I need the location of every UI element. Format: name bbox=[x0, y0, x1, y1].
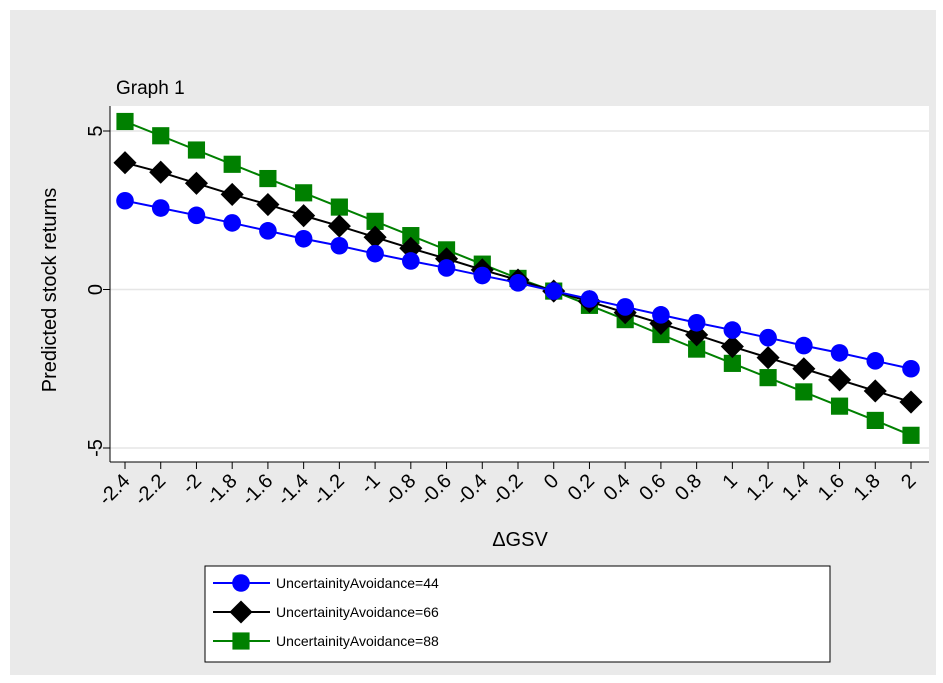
legend-label: UncertainityAvoidance=44 bbox=[276, 575, 439, 591]
y-axis-label: Predicted stock returns bbox=[39, 188, 61, 393]
data-point bbox=[687, 313, 706, 332]
legend-label: UncertainityAvoidance=88 bbox=[276, 633, 439, 649]
data-point bbox=[187, 141, 206, 159]
data-point bbox=[256, 192, 280, 217]
data-point bbox=[366, 244, 384, 263]
data-point bbox=[259, 222, 277, 240]
y-tick-label: 5 bbox=[85, 125, 107, 136]
series-circle bbox=[116, 191, 920, 378]
data-point bbox=[830, 344, 849, 362]
data-point bbox=[151, 199, 170, 217]
data-point bbox=[152, 127, 170, 145]
data-point bbox=[899, 390, 923, 414]
data-point bbox=[759, 369, 777, 387]
data-point bbox=[830, 397, 849, 415]
data-point bbox=[187, 206, 206, 225]
legend-item: UncertainityAvoidance=66 bbox=[213, 600, 439, 624]
legend-item: UncertainityAvoidance=44 bbox=[213, 574, 439, 592]
data-point bbox=[295, 184, 313, 202]
y-tick-label: 0 bbox=[85, 284, 107, 295]
data-point bbox=[580, 290, 599, 308]
data-point bbox=[223, 155, 241, 173]
legend-marker bbox=[232, 632, 250, 650]
data-point bbox=[294, 229, 313, 248]
data-point bbox=[723, 354, 741, 372]
data-point bbox=[113, 151, 137, 175]
data-point bbox=[473, 266, 492, 285]
data-point bbox=[184, 171, 209, 195]
data-point bbox=[330, 236, 349, 255]
data-point bbox=[116, 191, 134, 210]
data-point bbox=[827, 368, 852, 392]
data-point bbox=[688, 340, 706, 358]
data-point bbox=[866, 411, 884, 430]
data-point bbox=[685, 323, 709, 347]
data-point bbox=[292, 204, 316, 228]
data-point bbox=[759, 328, 777, 347]
y-axis-tick-labels: 5 0 -5 bbox=[85, 125, 107, 456]
y-tick-label: -5 bbox=[85, 439, 107, 457]
data-point bbox=[863, 379, 887, 403]
legend-marker bbox=[232, 574, 250, 592]
data-point bbox=[509, 274, 527, 292]
data-point bbox=[223, 214, 241, 232]
legend-box bbox=[204, 565, 831, 663]
data-point bbox=[792, 357, 816, 381]
data-point bbox=[402, 252, 420, 270]
data-point bbox=[259, 169, 277, 188]
data-point bbox=[866, 352, 885, 370]
data-point bbox=[756, 346, 780, 370]
data-point bbox=[902, 426, 920, 444]
data-point bbox=[366, 212, 384, 230]
data-point bbox=[330, 198, 348, 216]
data-point bbox=[723, 321, 742, 339]
legend-item: UncertainityAvoidance=88 bbox=[213, 632, 439, 650]
data-point bbox=[327, 214, 351, 238]
series-layer bbox=[113, 112, 923, 444]
data-point bbox=[902, 359, 920, 378]
data-point bbox=[399, 236, 423, 260]
data-point bbox=[437, 259, 456, 277]
legend-label: UncertainityAvoidance=66 bbox=[276, 604, 439, 620]
data-point bbox=[116, 112, 134, 131]
data-point bbox=[652, 306, 670, 324]
data-point bbox=[720, 335, 744, 359]
data-point bbox=[363, 225, 387, 249]
graph-title: Graph 1 bbox=[116, 78, 185, 99]
legend-marker bbox=[229, 600, 253, 624]
data-point bbox=[220, 182, 244, 206]
data-point bbox=[616, 298, 634, 316]
legend: UncertainityAvoidance=44 UncertainityAvoi… bbox=[204, 565, 831, 663]
data-point bbox=[795, 336, 813, 355]
data-point bbox=[795, 383, 813, 401]
data-point bbox=[544, 282, 563, 300]
axes bbox=[103, 106, 929, 469]
data-point bbox=[402, 227, 420, 245]
data-point bbox=[149, 160, 173, 184]
x-axis-label: ΔGSV bbox=[492, 529, 548, 551]
